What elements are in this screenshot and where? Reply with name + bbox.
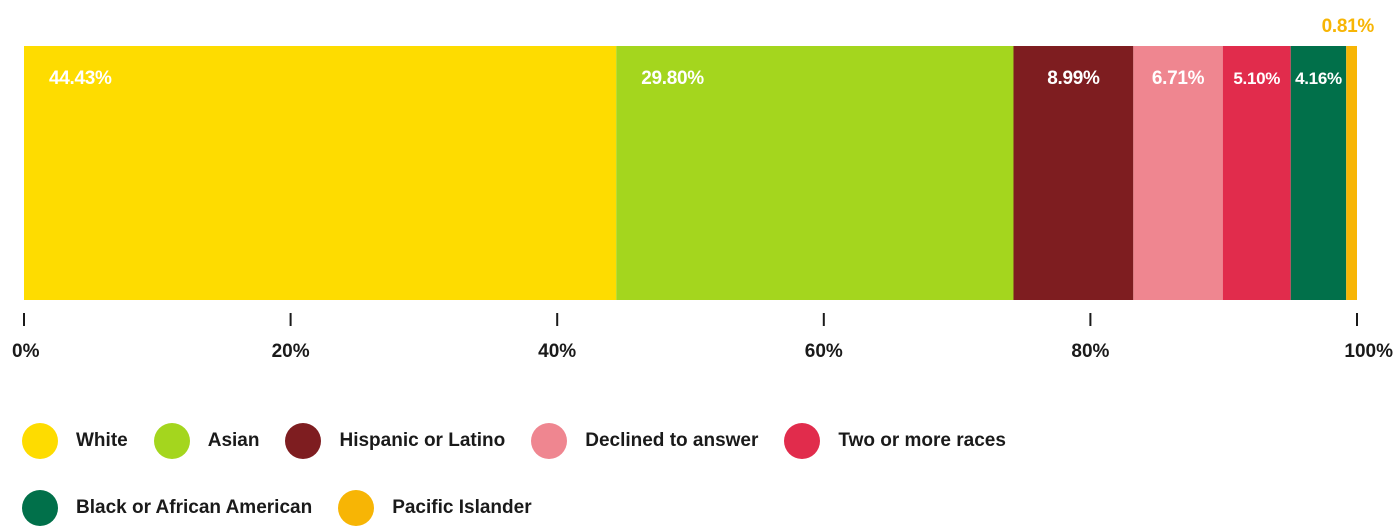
- legend-swatch: [784, 423, 821, 459]
- legend-item-hispanic-or-latino: Hispanic or Latino: [285, 423, 505, 459]
- legend-item-two-or-more-races: Two or more races: [784, 423, 1006, 459]
- x-tick-label: 100%: [1344, 341, 1393, 362]
- data-label-two-or-more-races: 5.10%: [1233, 69, 1280, 88]
- bar-value-labels: 44.43% 29.80% 8.99% 6.71% 5.10% 4.16% 0.81%: [49, 16, 1375, 89]
- legend-item-declined-to-answer: Declined to answer: [531, 423, 758, 459]
- x-tick-label: 80%: [1071, 341, 1109, 362]
- legend-label: Pacific Islander: [392, 497, 532, 518]
- legend-label: Black or African American: [76, 497, 313, 518]
- legend-swatch: [153, 423, 190, 459]
- legend-item-asian: Asian: [153, 423, 260, 459]
- legend-row-2: Black or African American Pacific Islande…: [22, 490, 558, 526]
- x-tick-label: 40%: [538, 341, 576, 362]
- x-axis: 0% 20% 40% 60% 80% 100%: [12, 313, 1393, 362]
- x-tick-label: 0%: [12, 341, 40, 362]
- bar-segment-white: [24, 46, 617, 300]
- data-label-black-or-african-american: 4.16%: [1295, 69, 1342, 88]
- legend-swatch: [22, 490, 58, 526]
- bar-segment-asian: [616, 46, 1014, 300]
- legend-label: Declined to answer: [585, 430, 759, 451]
- data-label-white: 44.43%: [49, 68, 112, 89]
- x-tick-label: 20%: [272, 341, 310, 362]
- bar-segment-pacific-islander: [1346, 46, 1357, 300]
- data-label-asian: 29.80%: [641, 68, 704, 89]
- data-label-declined-to-answer: 6.71%: [1152, 68, 1205, 89]
- legend-swatch: [531, 423, 568, 459]
- bar-segment-declined-to-answer: [1133, 46, 1223, 300]
- legend-item-black-or-african-american: Black or African American: [22, 490, 312, 526]
- bar-segment-hispanic-or-latino: [1013, 46, 1134, 300]
- data-label-pacific-islander: 0.81%: [1322, 16, 1375, 37]
- legend-label: White: [76, 430, 128, 451]
- legend-item-pacific-islander: Pacific Islander: [338, 490, 532, 526]
- bar-segment-two-or-more-races: [1222, 46, 1291, 300]
- data-label-hispanic-or-latino: 8.99%: [1047, 68, 1100, 89]
- x-tick-label: 60%: [805, 341, 843, 362]
- legend-swatch: [285, 423, 322, 459]
- legend-label: Hispanic or Latino: [339, 430, 506, 451]
- legend-item-white: White: [22, 423, 128, 459]
- legend-row-1: White Asian Hispanic or Latino Declined to …: [22, 423, 1032, 459]
- legend-swatch: [338, 490, 375, 526]
- legend-label: Two or more races: [838, 430, 1006, 451]
- legend-label: Asian: [207, 430, 260, 451]
- bar-segments: [24, 46, 1357, 300]
- legend-swatch: [22, 423, 58, 459]
- stacked-bar-chart: 44.43% 29.80% 8.99% 6.71% 5.10% 4.16% 0.81% 0%…: [12, 16, 1393, 362]
- bar-segment-black-or-african-american: [1290, 46, 1347, 300]
